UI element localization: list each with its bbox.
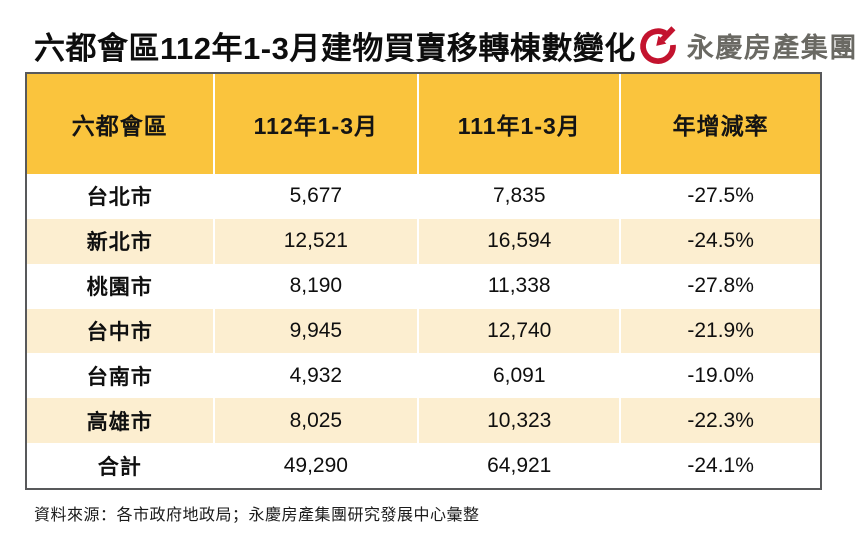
cell-y111: 11,338 bbox=[417, 263, 619, 309]
cell-city: 合計 bbox=[97, 455, 142, 479]
cell-yoy: -24.1% bbox=[619, 443, 820, 489]
cell-y112: 9,945 bbox=[212, 308, 418, 354]
cell-city: 台中市 bbox=[86, 321, 153, 344]
cell-city: 高雄市 bbox=[86, 410, 153, 434]
table-row: 桃園市 8,190 11,338 -27.8% bbox=[27, 263, 820, 309]
table-row: 新北市 12,521 16,594 -24.5% bbox=[27, 218, 820, 264]
brand-logo-text: 永慶房產集團 bbox=[686, 32, 858, 63]
cell-y112: 8,025 bbox=[212, 398, 418, 444]
cell-y111: 7,835 bbox=[417, 174, 619, 219]
page-title: 六都會區112年1-3月建物買賣移轉棟數變化 bbox=[34, 30, 636, 66]
yungching-g-icon bbox=[640, 26, 676, 64]
table-row: 台北市 5,677 7,835 -27.5% bbox=[27, 174, 820, 219]
column-header-yoy: 年增減率 bbox=[619, 74, 820, 174]
cell-y112: 49,290 bbox=[212, 443, 418, 489]
cell-city: 桃園市 bbox=[86, 276, 153, 300]
cell-y111: 16,594 bbox=[417, 218, 619, 264]
cell-city: 台南市 bbox=[86, 365, 153, 389]
transfer-table: 六都會區 112年1-3月 111年1-3月 年增減率 台北市 5,677 7,… bbox=[25, 72, 822, 490]
column-header-y111: 111年1-3月 bbox=[417, 74, 619, 174]
source-note: 資料來源：各市政府地政局；永慶房產集團研究發展中心彙整 bbox=[34, 507, 480, 524]
table-row: 台中市 9,945 12,740 -21.9% bbox=[27, 308, 820, 354]
cell-city: 台北市 bbox=[86, 186, 153, 210]
brand-logo: 永慶房產集團 bbox=[636, 23, 858, 67]
table-row-total: 合計 49,290 64,921 -24.1% bbox=[27, 443, 820, 489]
cell-y111: 12,740 bbox=[417, 308, 619, 354]
topbar: 六都會區112年1-3月建物買賣移轉棟數變化 永慶房產集團 bbox=[34, 22, 856, 68]
cell-yoy: -27.8% bbox=[619, 263, 820, 309]
cell-yoy: -24.5% bbox=[619, 218, 820, 264]
cell-y112: 5,677 bbox=[212, 174, 418, 219]
cell-y112: 12,521 bbox=[212, 218, 418, 264]
table-row: 台南市 4,932 6,091 -19.0% bbox=[27, 353, 820, 399]
cell-yoy: -19.0% bbox=[619, 353, 820, 399]
cell-y112: 8,190 bbox=[212, 263, 418, 309]
cell-y112: 4,932 bbox=[212, 353, 418, 399]
cell-yoy: -22.3% bbox=[619, 398, 820, 444]
cell-y111: 6,091 bbox=[417, 353, 619, 399]
column-header-region: 六都會區 bbox=[71, 113, 168, 139]
cell-city: 新北市 bbox=[86, 231, 153, 255]
cell-yoy: -27.5% bbox=[619, 174, 820, 219]
cell-y111: 64,921 bbox=[417, 443, 619, 489]
column-header-y112: 112年1-3月 bbox=[212, 74, 418, 174]
table-row: 高雄市 8,025 10,323 -22.3% bbox=[27, 398, 820, 444]
table-header-row: 六都會區 112年1-3月 111年1-3月 年增減率 bbox=[27, 74, 820, 174]
cell-y111: 10,323 bbox=[417, 398, 619, 444]
cell-yoy: -21.9% bbox=[619, 308, 820, 354]
